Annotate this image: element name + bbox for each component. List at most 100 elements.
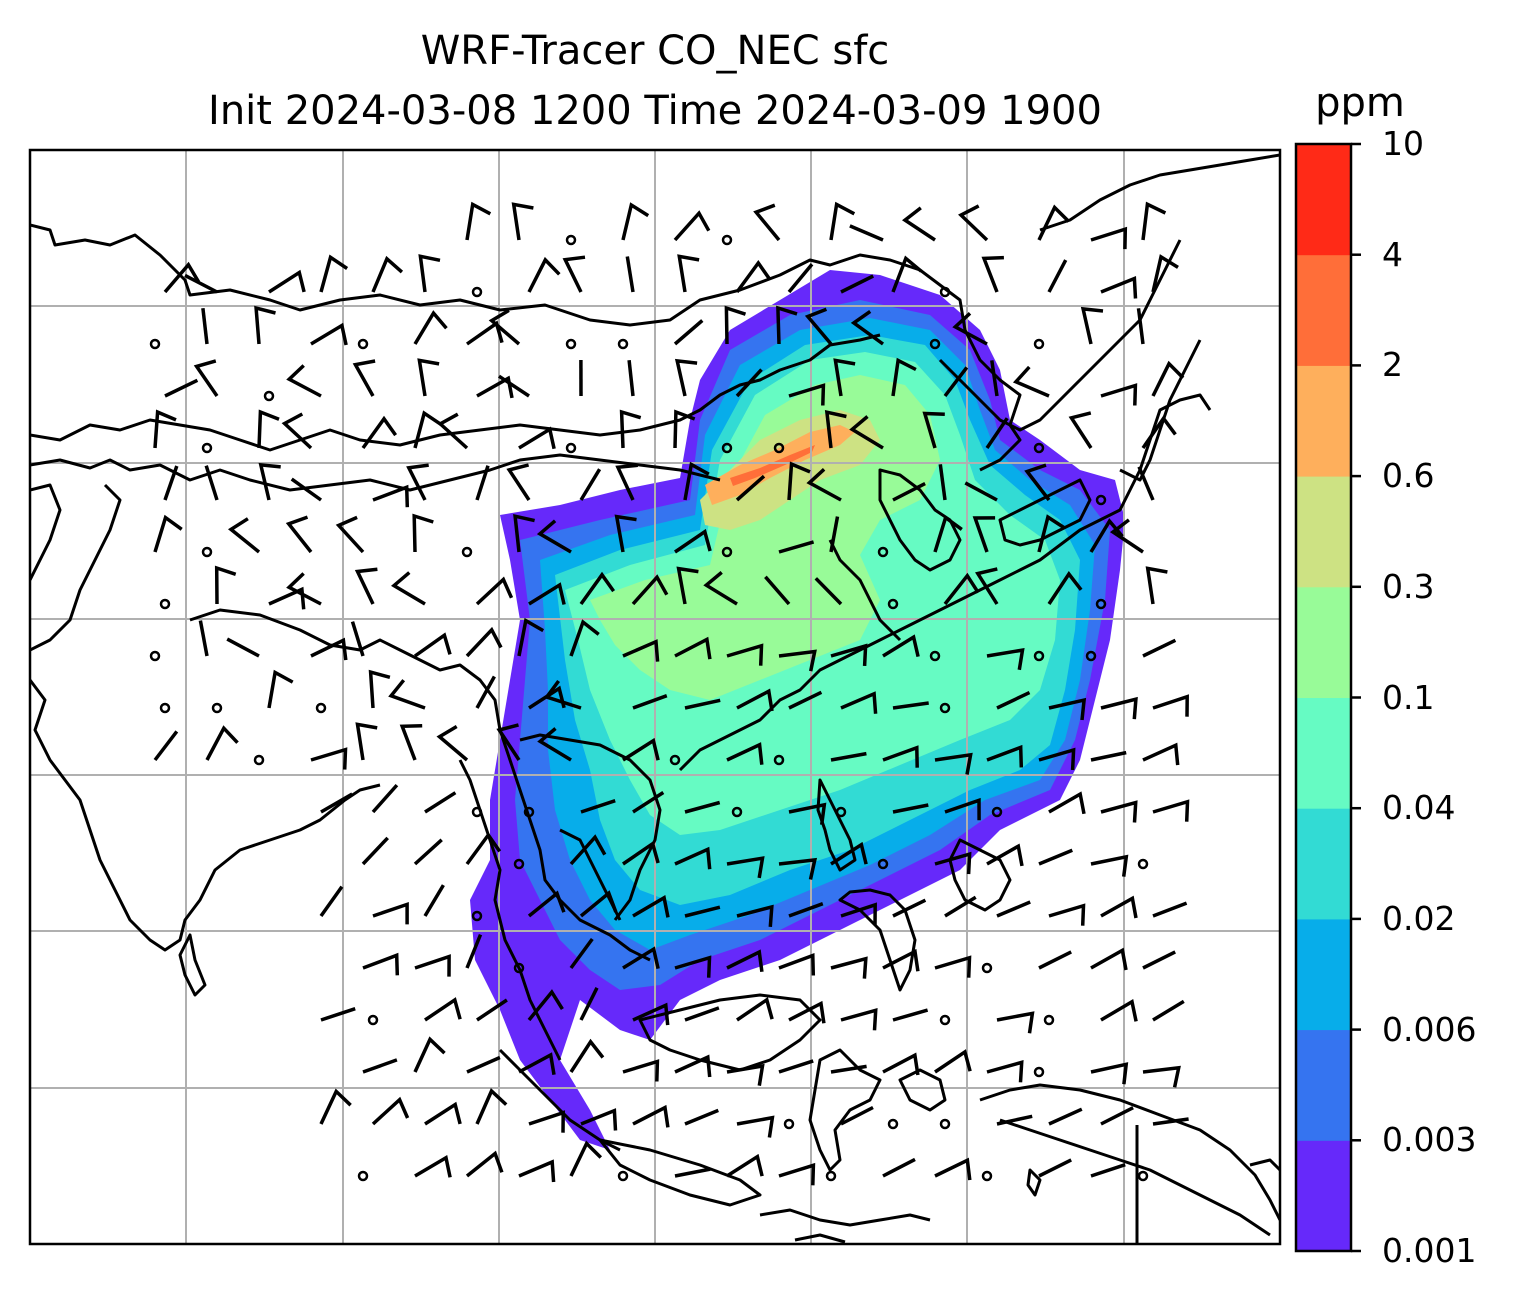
- wind-barb: [882, 634, 920, 658]
- wind-barb: [204, 465, 219, 501]
- wind-barb: [1090, 854, 1129, 877]
- wind-barb: [1038, 848, 1073, 866]
- colorbar-tick-label: 0.001: [1382, 1231, 1477, 1270]
- wind-barb: [996, 1114, 1033, 1126]
- wind-barb: [622, 1059, 660, 1082]
- wind-barb: [684, 800, 721, 814]
- colorbar-tick-label: 0.3: [1382, 566, 1435, 606]
- wind-barb: [569, 937, 594, 970]
- colorbar-segment: [1296, 1029, 1351, 1141]
- wind-barb: [184, 273, 218, 294]
- wind-barb: [368, 669, 391, 709]
- wind-barb: [423, 884, 445, 917]
- wind-barb: [1145, 566, 1168, 605]
- calm-wind-circle: [471, 910, 483, 922]
- wind-barb: [1100, 800, 1138, 823]
- calm-wind-circle: [513, 962, 525, 974]
- wind-barb: [498, 374, 530, 398]
- wind-barb: [569, 1140, 603, 1177]
- wind-barb: [1141, 415, 1177, 449]
- wind-barb: [1048, 903, 1086, 926]
- wind-barb: [388, 679, 426, 710]
- wind-barb: [778, 540, 815, 554]
- calm-wind-circle: [159, 702, 171, 714]
- wind-barb: [476, 998, 508, 1022]
- wind-barb: [882, 1157, 916, 1178]
- wind-barb: [319, 254, 349, 293]
- colorbar-tick-label: 0.6: [1382, 456, 1435, 496]
- calm-wind-circle: [201, 546, 213, 558]
- wind-barb: [436, 724, 469, 762]
- wind-barb: [778, 1162, 816, 1186]
- wind-barb: [674, 528, 712, 554]
- calm-wind-circle: [1033, 338, 1045, 350]
- wind-barb: [518, 1159, 556, 1183]
- calm-wind-circle: [1095, 598, 1107, 610]
- calm-wind-circle: [669, 754, 681, 766]
- wind-barb: [390, 571, 426, 606]
- wind-barb: [267, 669, 294, 709]
- wind-barb: [475, 465, 490, 501]
- wind-barb: [840, 1105, 874, 1126]
- calm-wind-circle: [981, 1170, 993, 1182]
- wind-barb: [632, 791, 665, 814]
- wind-barb: [776, 305, 798, 345]
- wind-barb: [632, 1002, 670, 1026]
- wind-barb: [764, 575, 791, 606]
- wind-barb: [527, 256, 561, 293]
- wind-barb: [922, 411, 945, 449]
- wind-barb: [829, 201, 856, 241]
- wind-barb: [964, 481, 998, 502]
- wind-barb: [944, 797, 981, 821]
- colorbar-tick-label: 0.003: [1382, 1120, 1477, 1160]
- wind-barb: [1142, 742, 1180, 766]
- wind-barb: [579, 468, 602, 501]
- wind-barb: [1080, 306, 1104, 345]
- wind-barb: [198, 620, 209, 657]
- calm-wind-circle: [367, 1014, 379, 1026]
- wind-barb: [361, 415, 398, 450]
- wind-barb: [258, 462, 281, 501]
- wind-barb: [437, 412, 469, 450]
- wind-barb: [619, 409, 642, 449]
- calm-wind-circle: [887, 1118, 899, 1130]
- wind-barb: [475, 675, 496, 709]
- wind-barb: [1142, 950, 1176, 970]
- wind-barb: [788, 1000, 826, 1024]
- wind-barb: [944, 895, 977, 918]
- calm-wind-circle: [939, 702, 951, 714]
- wind-barb: [475, 1088, 508, 1125]
- calm-wind-circle: [513, 858, 525, 870]
- wind-barb: [527, 890, 566, 918]
- wind-barb: [1047, 570, 1083, 605]
- map-frame: [28, 148, 1282, 1246]
- wind-barb: [1068, 411, 1093, 449]
- wind-barb: [1152, 999, 1185, 1022]
- wind-barb: [424, 1101, 462, 1126]
- wind-barb: [840, 902, 877, 925]
- wind-barb: [981, 255, 1004, 293]
- wind-barb: [622, 639, 660, 662]
- wind-barb: [892, 898, 927, 918]
- wind-barb: [892, 701, 929, 710]
- wind-barb: [579, 890, 618, 918]
- colorbar-segment: [1296, 697, 1351, 809]
- wind-barb: [632, 1104, 670, 1128]
- calm-wind-circle: [1085, 650, 1097, 662]
- calm-wind-circle: [159, 598, 171, 610]
- wind-barb: [164, 378, 199, 398]
- wind-barb: [996, 1011, 1035, 1034]
- wind-barb: [830, 751, 867, 762]
- calm-wind-circle: [877, 858, 889, 870]
- colorbar-segment: [1296, 918, 1351, 1031]
- wind-barb: [335, 515, 365, 554]
- wind-barb: [1100, 999, 1138, 1022]
- wind-barb: [580, 1108, 618, 1131]
- wind-barb: [310, 637, 348, 661]
- wind-barb: [1038, 1158, 1072, 1178]
- calm-wind-circle: [773, 442, 785, 454]
- colorbar-ticks: [1351, 142, 1361, 1253]
- wind-barb: [625, 256, 635, 293]
- wind-barb: [465, 201, 492, 241]
